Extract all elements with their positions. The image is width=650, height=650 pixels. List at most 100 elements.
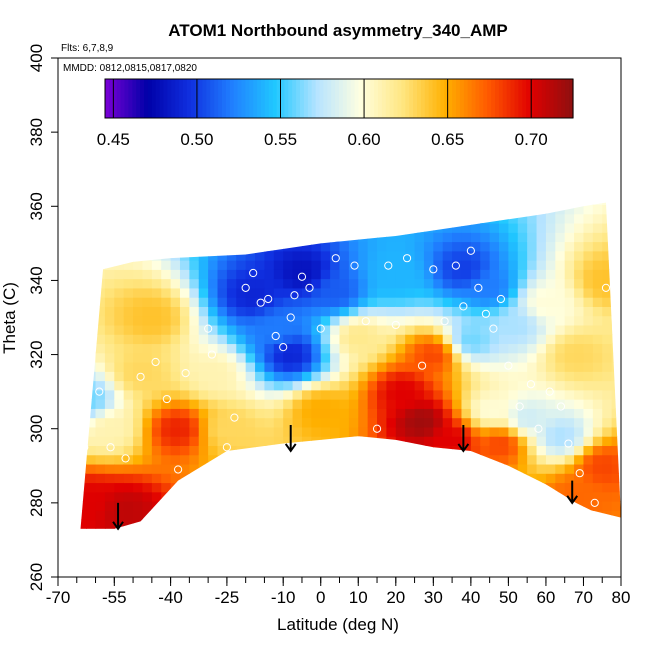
heatmap-cell [104, 528, 115, 529]
heatmap-cell [123, 417, 134, 428]
heatmap-cell [151, 361, 162, 372]
heatmap-cell [123, 473, 134, 484]
heatmap-cell [161, 528, 172, 529]
heatmap-cell [283, 306, 294, 317]
heatmap-cell [67, 288, 77, 298]
heatmap-cell [489, 269, 500, 280]
heatmap-cell [58, 288, 68, 298]
heatmap-cell [377, 445, 388, 456]
heatmap-cell [311, 482, 322, 493]
heatmap-cell [499, 222, 509, 233]
heatmap-cell [330, 389, 341, 400]
heatmap-cell [104, 436, 115, 446]
heatmap-cell [499, 297, 509, 307]
heatmap-cell [414, 315, 425, 326]
heatmap-cell [405, 222, 416, 233]
heatmap-cell [348, 297, 359, 307]
heatmap-cell [377, 389, 388, 400]
heatmap-cell [273, 202, 284, 206]
heatmap-cell [433, 352, 444, 363]
heatmap-cell [348, 417, 359, 428]
heatmap-cell [602, 408, 613, 419]
heatmap-cell [142, 241, 153, 252]
heatmap-cell [226, 491, 237, 502]
heatmap-cell [367, 324, 378, 335]
heatmap-cell [592, 232, 603, 243]
heatmap-cell [189, 408, 200, 419]
heatmap-cell [86, 324, 97, 335]
heatmap-cell [339, 389, 350, 400]
heatmap-cell [480, 315, 491, 326]
heatmap-cell [583, 445, 594, 456]
heatmap-cell [433, 241, 444, 252]
heatmap-cell [555, 241, 566, 252]
heatmap-cell [189, 213, 200, 224]
heatmap-cell [508, 371, 519, 382]
heatmap-cell [170, 445, 181, 456]
heatmap-cell [227, 538, 237, 548]
heatmap-cell [555, 352, 566, 363]
heatmap-cell [358, 186, 368, 196]
heatmap-cell [527, 315, 538, 326]
heatmap-cell [217, 222, 228, 233]
observation-point [331, 254, 340, 263]
heatmap-cell [564, 371, 575, 382]
heatmap-cell [142, 436, 153, 446]
heatmap-cell [123, 463, 134, 474]
heatmap-cell [480, 371, 491, 382]
heatmap-cell [198, 528, 209, 529]
heatmap-cell [170, 204, 181, 215]
heatmap-cell [236, 202, 247, 206]
heatmap-cell [517, 482, 528, 493]
heatmap-cell [236, 204, 247, 215]
heatmap-cell [386, 482, 397, 493]
heatmap-cell [80, 213, 87, 224]
heatmap-cell [245, 417, 256, 428]
heatmap-cell [95, 399, 106, 409]
heatmap-cell [105, 186, 115, 196]
heatmap-cell [321, 186, 331, 196]
heatmap-cell [161, 334, 172, 345]
heatmap-cell [367, 287, 378, 298]
heatmap-cell [545, 324, 556, 335]
heatmap-cell [245, 260, 256, 270]
heatmap-cell [386, 269, 397, 280]
heatmap-cell [508, 473, 519, 484]
heatmap-cell [508, 408, 519, 419]
heatmap-cell [555, 380, 566, 391]
heatmap-cell [536, 343, 547, 354]
heatmap-cell [236, 186, 246, 196]
heatmap-cell [236, 269, 247, 280]
heatmap-cell [564, 204, 575, 215]
heatmap-cell [574, 408, 585, 419]
heatmap-cell [114, 436, 125, 446]
heatmap-cell [517, 491, 528, 502]
heatmap-cell [58, 204, 68, 214]
heatmap-cell [114, 389, 125, 400]
heatmap-cell [80, 519, 87, 529]
heatmap-cell [198, 204, 209, 215]
heatmap-cell [217, 213, 228, 224]
heatmap-cell [170, 454, 181, 465]
heatmap-cell [217, 463, 228, 474]
colorbar-segment [249, 79, 254, 118]
heatmap-cell [95, 510, 106, 521]
heatmap-cell [386, 278, 397, 289]
heatmap-cell [461, 417, 472, 428]
heatmap-cell [358, 389, 369, 400]
heatmap-cell [114, 426, 125, 437]
heatmap-cell [395, 232, 406, 243]
heatmap-cell [330, 315, 341, 326]
heatmap-cell [405, 202, 416, 206]
heatmap-cell [330, 334, 341, 345]
heatmap-cell [433, 278, 444, 289]
colorbar-segment [300, 79, 305, 118]
heatmap-cell [405, 501, 416, 511]
heatmap-cell [405, 436, 416, 446]
heatmap-cell [218, 538, 228, 548]
heatmap-cell [320, 501, 331, 511]
heatmap-cell [583, 334, 594, 345]
heatmap-cell [499, 408, 509, 419]
heatmap-cell [574, 269, 585, 280]
heatmap-cell [255, 463, 266, 474]
